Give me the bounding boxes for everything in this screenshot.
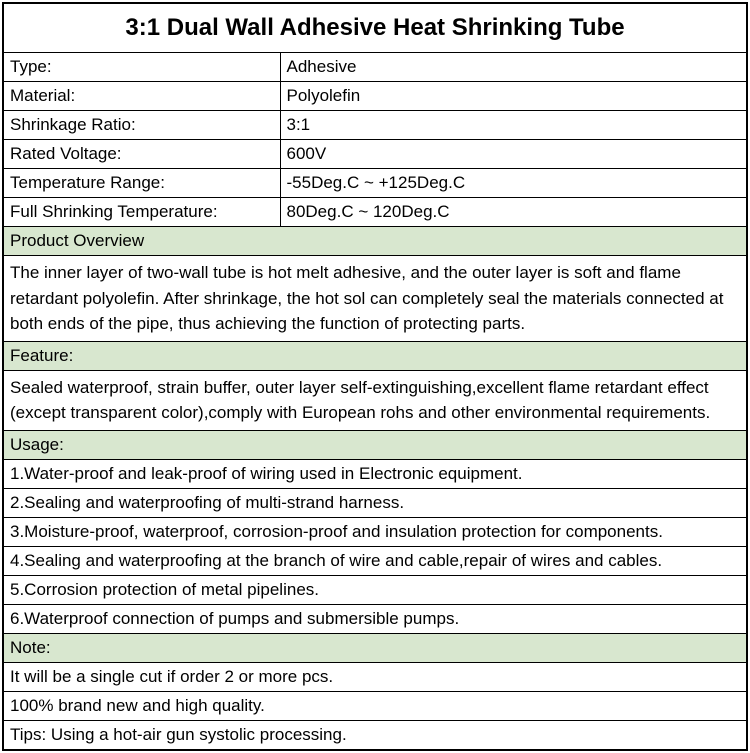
spec-row: Material: Polyolefin <box>3 82 747 111</box>
usage-item-row: 1.Water-proof and leak-proof of wiring u… <box>3 459 747 488</box>
usage-item-row: 5.Corrosion protection of metal pipeline… <box>3 575 747 604</box>
usage-item-row: 3.Moisture-proof, waterproof, corrosion-… <box>3 517 747 546</box>
usage-item: 6.Waterproof connection of pumps and sub… <box>3 604 747 633</box>
spec-row: Temperature Range: -55Deg.C ~ +125Deg.C <box>3 169 747 198</box>
spec-row: Rated Voltage: 600V <box>3 140 747 169</box>
spec-row: Shrinkage Ratio: 3:1 <box>3 111 747 140</box>
usage-item-row: 2.Sealing and waterproofing of multi-str… <box>3 488 747 517</box>
section-heading: Note: <box>3 633 747 662</box>
feature-body: Sealed waterproof, strain buffer, outer … <box>3 370 747 430</box>
usage-item: 5.Corrosion protection of metal pipeline… <box>3 575 747 604</box>
spec-value: 600V <box>280 140 747 169</box>
section-heading: Usage: <box>3 430 747 459</box>
title-row: 3:1 Dual Wall Adhesive Heat Shrinking Tu… <box>3 3 747 53</box>
overview-body-row: The inner layer of two-wall tube is hot … <box>3 256 747 342</box>
spec-label: Material: <box>3 82 280 111</box>
section-heading-overview: Product Overview <box>3 227 747 256</box>
note-item: It will be a single cut if order 2 or mo… <box>3 662 747 691</box>
usage-item-row: 6.Waterproof connection of pumps and sub… <box>3 604 747 633</box>
feature-body-row: Sealed waterproof, strain buffer, outer … <box>3 370 747 430</box>
note-item-row: 100% brand new and high quality. <box>3 691 747 720</box>
spec-value: 80Deg.C ~ 120Deg.C <box>280 198 747 227</box>
spec-row: Type: Adhesive <box>3 53 747 82</box>
spec-value: Adhesive <box>280 53 747 82</box>
spec-label: Temperature Range: <box>3 169 280 198</box>
section-heading-usage: Usage: <box>3 430 747 459</box>
spec-table: 3:1 Dual Wall Adhesive Heat Shrinking Tu… <box>2 2 748 751</box>
spec-value: 3:1 <box>280 111 747 140</box>
spec-row: Full Shrinking Temperature: 80Deg.C ~ 12… <box>3 198 747 227</box>
spec-label: Type: <box>3 53 280 82</box>
spec-value: -55Deg.C ~ +125Deg.C <box>280 169 747 198</box>
note-item-row: It will be a single cut if order 2 or mo… <box>3 662 747 691</box>
spec-label: Full Shrinking Temperature: <box>3 198 280 227</box>
note-item: 100% brand new and high quality. <box>3 691 747 720</box>
note-item: Tips: Using a hot-air gun systolic proce… <box>3 720 747 750</box>
table-title: 3:1 Dual Wall Adhesive Heat Shrinking Tu… <box>3 3 747 53</box>
usage-item: 2.Sealing and waterproofing of multi-str… <box>3 488 747 517</box>
section-heading-note: Note: <box>3 633 747 662</box>
usage-item: 1.Water-proof and leak-proof of wiring u… <box>3 459 747 488</box>
note-item-row: Tips: Using a hot-air gun systolic proce… <box>3 720 747 750</box>
section-heading-feature: Feature: <box>3 341 747 370</box>
overview-body: The inner layer of two-wall tube is hot … <box>3 256 747 342</box>
usage-item: 3.Moisture-proof, waterproof, corrosion-… <box>3 517 747 546</box>
spec-label: Shrinkage Ratio: <box>3 111 280 140</box>
usage-item-row: 4.Sealing and waterproofing at the branc… <box>3 546 747 575</box>
usage-item: 4.Sealing and waterproofing at the branc… <box>3 546 747 575</box>
section-heading: Feature: <box>3 341 747 370</box>
spec-label: Rated Voltage: <box>3 140 280 169</box>
section-heading: Product Overview <box>3 227 747 256</box>
spec-value: Polyolefin <box>280 82 747 111</box>
